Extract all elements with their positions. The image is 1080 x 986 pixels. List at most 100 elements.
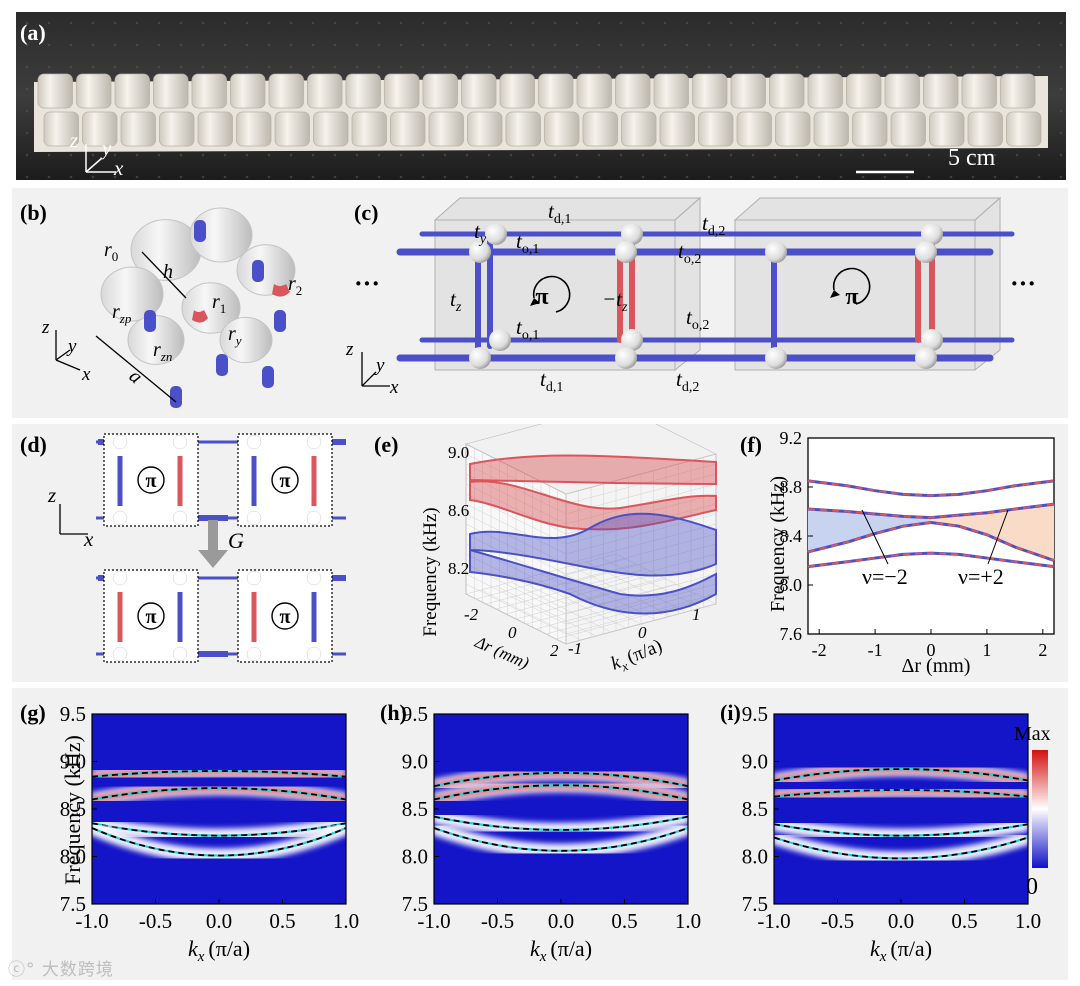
cylinder bbox=[114, 73, 150, 109]
cylinder bbox=[82, 111, 118, 147]
blue-neck bbox=[170, 386, 182, 408]
lattice-site bbox=[469, 347, 491, 369]
cylinder bbox=[621, 111, 657, 147]
heatmap-xtick-label: 0.0 bbox=[206, 909, 232, 933]
heatmap-band-dashed bbox=[434, 772, 688, 788]
surface-gridline bbox=[465, 543, 567, 595]
svg-text:π: π bbox=[535, 284, 548, 310]
lattice-site bbox=[615, 347, 637, 369]
heatmap-xtick-label: -1.0 bbox=[757, 909, 790, 933]
cylinder bbox=[37, 73, 73, 109]
cylinder bbox=[653, 73, 689, 109]
gauge-flux-label: π bbox=[146, 470, 157, 492]
f-region-positive bbox=[931, 504, 1054, 561]
panel-label-c: (c) bbox=[354, 200, 378, 225]
cylinder bbox=[544, 111, 580, 147]
surface-ztick-0: 9.0 bbox=[448, 443, 469, 462]
heatmap-ytick-label: 8.0 bbox=[402, 845, 428, 869]
lattice-axes bbox=[361, 352, 390, 387]
f-ytick-label: 8.8 bbox=[780, 477, 803, 497]
heatmap-band-dashed bbox=[92, 827, 346, 857]
cylinder bbox=[736, 111, 772, 147]
surface-gridline bbox=[465, 503, 567, 555]
label-ry: ry bbox=[228, 323, 242, 348]
surface-gridline bbox=[565, 573, 717, 615]
gauge-axes bbox=[59, 504, 88, 535]
surface-gridline bbox=[565, 513, 717, 555]
surface-gridline bbox=[465, 443, 567, 495]
heatmap-xlabel: kx (π/a) bbox=[870, 936, 932, 965]
heatmap-xtick-label: 0.0 bbox=[548, 909, 574, 933]
panel-label-d: (d) bbox=[20, 432, 47, 457]
cylinder bbox=[499, 73, 535, 109]
cylinder bbox=[615, 73, 651, 109]
heatmap-ytick-label: 9.0 bbox=[742, 750, 768, 774]
lattice-site bbox=[921, 329, 943, 351]
f-series-dashed bbox=[807, 552, 1055, 568]
gauge-site bbox=[306, 646, 322, 662]
cylinder bbox=[384, 73, 420, 109]
lower-band-sheet bbox=[469, 512, 717, 577]
surface-gridline bbox=[465, 463, 567, 515]
heatmap-band-dashed bbox=[774, 823, 1028, 837]
unit-cell-render: (b) r0 h rzp r1 r2 rzn ry a z y x bbox=[20, 200, 302, 408]
surface-floor-line bbox=[540, 573, 642, 625]
scale-bar-label: 5 cm bbox=[948, 145, 996, 171]
surface-floor-line bbox=[565, 603, 717, 645]
gauge-site bbox=[112, 646, 128, 662]
surface-ztick-1: 8.6 bbox=[448, 501, 469, 520]
heatmap-ytick-label: 7.5 bbox=[402, 892, 428, 916]
f-ytick-label: 8.0 bbox=[780, 575, 803, 595]
gauge-flux-circle bbox=[271, 466, 299, 494]
cylinder bbox=[807, 73, 843, 109]
heatmap-background bbox=[92, 714, 346, 904]
band-surface-chart: (e) Frequency (kHz) 9.0 8.6 8.2 -2 0 2 Δ… bbox=[374, 424, 717, 675]
cylinder bbox=[351, 111, 387, 147]
hop-to2-top: to,2 bbox=[678, 239, 701, 267]
cylinder bbox=[345, 73, 381, 109]
heatmap-xtick-label: 0.0 bbox=[888, 909, 914, 933]
upper-band-sheet bbox=[469, 454, 717, 486]
heatmap-xtick-label: -0.5 bbox=[821, 909, 854, 933]
photo-axis-y: y bbox=[100, 136, 112, 160]
panel-label-b: (b) bbox=[20, 200, 47, 225]
cylinder bbox=[929, 111, 965, 147]
surface-floor-line bbox=[570, 565, 672, 617]
cylinder bbox=[191, 73, 227, 109]
lattice-site bbox=[615, 241, 637, 263]
cylinder bbox=[923, 73, 959, 109]
lattice-site bbox=[915, 241, 937, 263]
cylinder bbox=[1000, 73, 1036, 109]
heatmap-xtick-label: -1.0 bbox=[75, 909, 108, 933]
lattice-axis-y: y bbox=[374, 355, 385, 376]
lattice-model: (c) td,1 td,2 ty to,1 to,2 tz −tz to,1 t… bbox=[345, 196, 1036, 398]
heatmap-band-dashed bbox=[434, 784, 688, 801]
band-gap-chart: (f) Frequency (kHz) -2 -1 0 1 2 7.6 8.0 8.4 8.8 9… bbox=[740, 428, 1055, 677]
cylinder bbox=[159, 111, 195, 147]
lattice-axis-x: x bbox=[389, 377, 399, 398]
cylinder bbox=[197, 111, 233, 147]
f-annotation-positive: ν=+2 bbox=[958, 564, 1004, 589]
heatmap-xtick-label: 1.0 bbox=[333, 909, 359, 933]
gauge-site bbox=[246, 510, 262, 526]
surface-floor-line bbox=[525, 583, 677, 625]
cylinder bbox=[967, 111, 1003, 147]
photo-axes bbox=[85, 144, 116, 173]
colorbar bbox=[1032, 750, 1048, 868]
surface-gridline bbox=[465, 513, 567, 565]
surface-ytick-0: -1 bbox=[568, 639, 582, 658]
f-xlabel: Δr (mm) bbox=[902, 655, 971, 677]
spectra-heatmaps: (g) (h) (i) Frequency (kHz) -1.0 -0.5 0.0 0… bbox=[20, 700, 1051, 965]
surface-xlabel: Δr (mm) bbox=[471, 632, 532, 673]
cell-axis-x: x bbox=[81, 364, 91, 385]
surface-gridline bbox=[565, 583, 717, 625]
f-xtick-label: 0 bbox=[927, 640, 936, 660]
label-h: h bbox=[163, 261, 173, 283]
f-ytick-label: 8.4 bbox=[780, 526, 803, 546]
lattice-sites bbox=[469, 223, 943, 369]
heatmap-ytick-label: 8.5 bbox=[402, 797, 428, 821]
panel-label-e: (e) bbox=[374, 432, 398, 457]
cell-cylinder bbox=[236, 244, 296, 296]
